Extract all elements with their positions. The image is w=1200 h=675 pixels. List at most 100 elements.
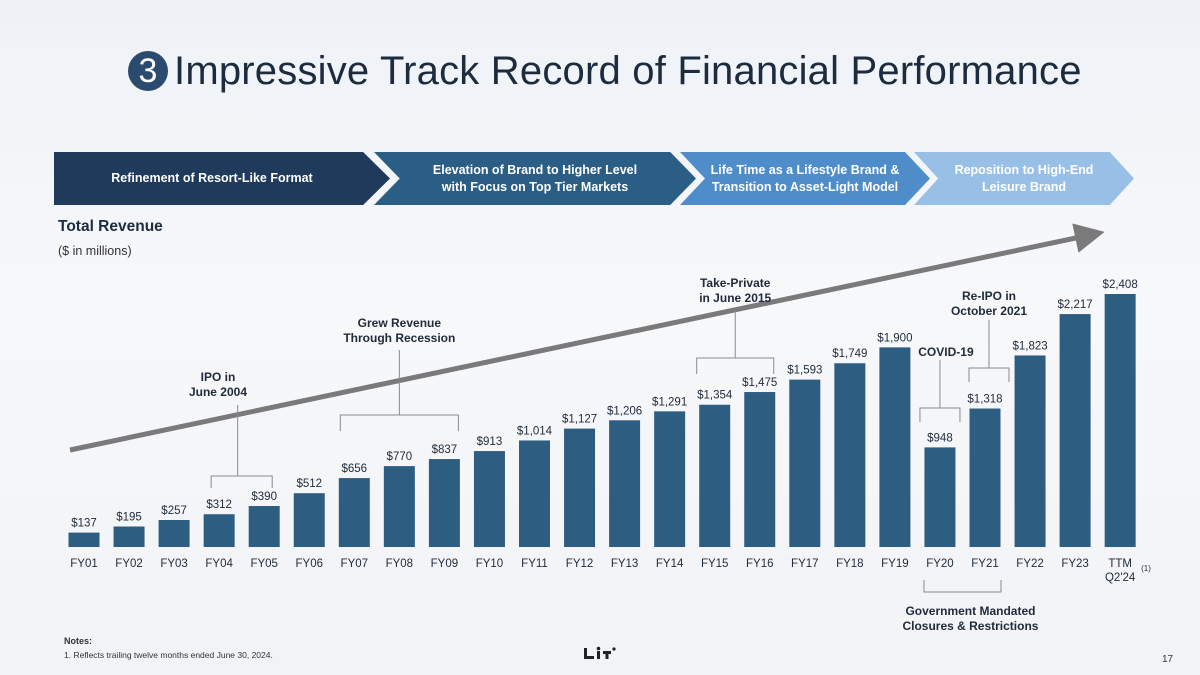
x-tick-5: FY06: [296, 558, 324, 570]
x-tick-1: FY02: [115, 558, 143, 570]
x-tick-21: FY22: [1016, 558, 1044, 570]
x-tick-4: FY05: [250, 558, 278, 570]
annotation-bracket-ipo: [210, 475, 273, 488]
x-tick-6: FY07: [341, 558, 369, 570]
data-label-19: $948: [927, 432, 953, 444]
x-tick-19: FY20: [926, 558, 954, 570]
bar-12: [609, 420, 641, 547]
x-tick-18: FY19: [881, 558, 909, 570]
data-label-2: $257: [161, 505, 187, 517]
data-label-6: $656: [342, 463, 368, 475]
data-label-1: $195: [116, 512, 142, 524]
data-label-11: $1,127: [562, 414, 597, 426]
data-label-3: $312: [206, 499, 232, 511]
x-tick-22: FY23: [1061, 558, 1089, 570]
bar-2: [158, 519, 190, 547]
data-label-16: $1,593: [787, 365, 822, 377]
x-tick-16: FY17: [791, 558, 819, 570]
annotation-re-ipo: Re-IPO in October 2021: [951, 289, 1027, 318]
data-label-20: $1,318: [967, 394, 1002, 406]
annotation-take-private: Take-Private in June 2015: [699, 276, 771, 305]
x-tick-15: FY16: [746, 558, 774, 570]
annotation-closures: Government Mandated Closures & Restrictio…: [902, 604, 1038, 633]
footnote-marker: (1): [1141, 564, 1151, 573]
bar-15: [744, 392, 776, 547]
x-tick-2: FY03: [160, 558, 188, 570]
bar-11: [564, 428, 596, 547]
data-label-5: $512: [296, 478, 322, 490]
bar-1: [113, 526, 145, 547]
bar-8: [428, 459, 460, 547]
page-number: 17: [1162, 654, 1174, 665]
data-label-22: $2,217: [1058, 299, 1093, 311]
bar-21: [1014, 355, 1046, 547]
data-label-15: $1,475: [742, 377, 777, 389]
phase-chevron-1: Refinement of Resort-Like Format: [54, 152, 390, 205]
bar-13: [654, 411, 686, 547]
data-label-21: $1,823: [1012, 340, 1047, 352]
bar-20: [969, 408, 1001, 547]
bar-3: [203, 514, 235, 547]
section-number-badge: 3: [128, 51, 168, 91]
bar-23: [1104, 294, 1136, 547]
bar-17: [834, 363, 866, 547]
x-tick-10: FY11: [521, 558, 548, 570]
data-label-10: $1,014: [517, 425, 553, 437]
data-label-8: $837: [432, 444, 458, 456]
annotation-covid: COVID-19: [918, 345, 974, 359]
data-label-14: $1,354: [697, 390, 733, 402]
x-tick-13: FY14: [656, 558, 684, 570]
bar-4: [248, 506, 280, 547]
data-label-12: $1,206: [607, 405, 642, 417]
annotation-ipo: IPO in June 2004: [189, 370, 247, 399]
notes-heading: Notes:: [64, 636, 93, 646]
slide-title: 3 Impressive Track Record of Financial P…: [128, 44, 1082, 98]
data-label-13: $1,291: [652, 396, 687, 408]
footnote-1: 1. Reflects trailing twelve months ended…: [64, 650, 273, 660]
chart-title: Total Revenue: [58, 218, 163, 235]
bar-0: [68, 532, 100, 547]
x-tick-23: TTM Q2'24: [1105, 558, 1136, 584]
annotation-recession: Grew Revenue Through Recession: [343, 316, 455, 345]
annotation-bracket-closures: [923, 580, 1002, 593]
phase-chevron-3: Life Time as a Lifestyle Brand & Transit…: [680, 152, 930, 205]
data-label-23: $2,408: [1103, 279, 1138, 291]
x-tick-3: FY04: [205, 558, 233, 570]
phase-chevron-2: Elevation of Brand to Higher Level with …: [374, 152, 696, 205]
x-tick-9: FY10: [476, 558, 504, 570]
bar-14: [699, 404, 731, 547]
x-tick-12: FY13: [611, 558, 639, 570]
bar-18: [879, 347, 911, 547]
growth-trend-arrow: [69, 223, 1105, 453]
x-tick-11: FY12: [566, 558, 594, 570]
data-label-18: $1,900: [877, 332, 912, 344]
chart-units: ($ in millions): [58, 244, 132, 258]
x-tick-7: FY08: [386, 558, 414, 570]
x-tick-17: FY18: [836, 558, 864, 570]
annotation-bracket-re-ipo: [968, 367, 1010, 382]
annotation-bracket-covid: [919, 407, 961, 422]
bar-16: [789, 379, 821, 547]
x-tick-0: FY01: [70, 558, 98, 570]
data-label-9: $913: [477, 436, 503, 448]
bar-9: [473, 451, 505, 547]
bar-5: [293, 493, 325, 547]
x-tick-14: FY15: [701, 558, 729, 570]
data-label-4: $390: [251, 491, 277, 503]
data-label-0: $137: [71, 518, 97, 530]
bar-22: [1059, 314, 1091, 547]
phase-chevron-4: Reposition to High-End Leisure Brand: [914, 152, 1134, 205]
bar-6: [338, 478, 370, 547]
bar-19: [924, 447, 956, 547]
annotation-bracket-take-private: [696, 357, 775, 374]
annotation-bracket-recession: [339, 414, 459, 431]
x-tick-8: FY09: [431, 558, 459, 570]
page-title: Impressive Track Record of Financial Per…: [174, 48, 1082, 93]
life-time-logo: [584, 646, 616, 659]
x-tick-20: FY21: [971, 558, 999, 570]
bar-10: [519, 440, 550, 547]
data-label-17: $1,749: [832, 348, 867, 360]
bar-7: [383, 466, 415, 547]
data-label-7: $770: [387, 451, 413, 463]
